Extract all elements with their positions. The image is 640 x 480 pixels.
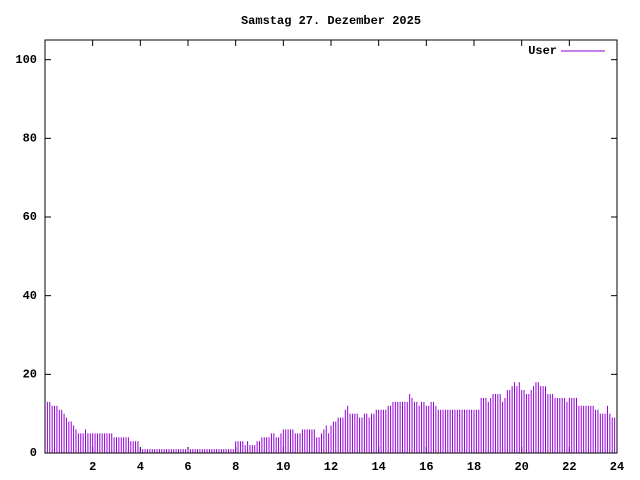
x-tick-label: 18 — [467, 460, 481, 474]
y-tick-label: 60 — [23, 210, 37, 224]
x-tick-label: 2 — [89, 460, 96, 474]
x-tick-label: 20 — [514, 460, 528, 474]
y-tick-label: 40 — [23, 289, 37, 303]
x-tick-label: 24 — [610, 460, 624, 474]
chart-title: Samstag 27. Dezember 2025 — [241, 14, 421, 28]
x-tick-label: 12 — [324, 460, 338, 474]
y-tick-label: 0 — [30, 446, 37, 460]
y-tick-label: 80 — [23, 132, 37, 146]
x-tick-label: 6 — [184, 460, 191, 474]
x-tick-label: 22 — [562, 460, 576, 474]
x-tick-label: 4 — [137, 460, 144, 474]
x-tick-label: 14 — [371, 460, 385, 474]
legend-label: User — [528, 44, 557, 58]
y-tick-label: 100 — [15, 53, 37, 67]
plot-border — [44, 39, 618, 454]
x-tick-label: 8 — [232, 460, 239, 474]
x-tick-label: 10 — [276, 460, 290, 474]
x-tick-label: 16 — [419, 460, 433, 474]
y-tick-label: 20 — [23, 368, 37, 382]
